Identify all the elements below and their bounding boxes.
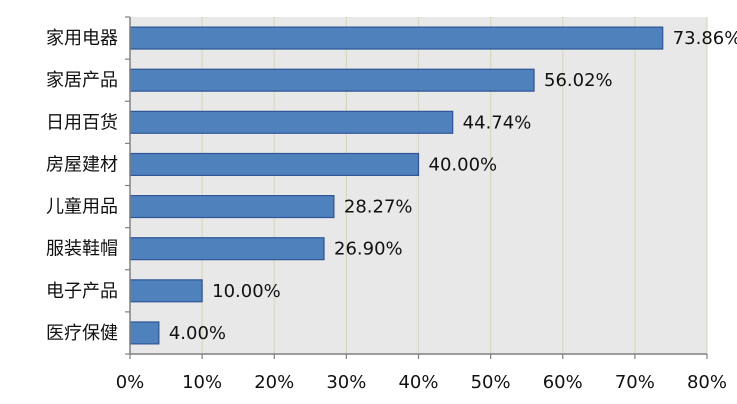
x-tick-label: 80% xyxy=(687,372,727,393)
bar xyxy=(129,152,420,176)
bar xyxy=(129,26,664,50)
category-label: 电子产品 xyxy=(46,281,118,302)
x-tick-label: 40% xyxy=(398,372,438,393)
x-tick-label: 60% xyxy=(543,372,583,393)
bar xyxy=(129,195,335,219)
bar xyxy=(129,110,454,134)
bar xyxy=(129,68,535,92)
bar xyxy=(129,279,203,303)
category-label: 服装鞋帽 xyxy=(46,239,118,260)
category-label: 日用百货 xyxy=(46,112,118,133)
x-tick-label: 10% xyxy=(182,372,222,393)
category-label: 房屋建材 xyxy=(46,154,118,175)
category-label: 儿童用品 xyxy=(46,197,118,218)
category-label: 家用电器 xyxy=(46,28,118,49)
data-label: 73.86% xyxy=(673,28,737,49)
labels: 73.86% 家用电器 56.02% 家居产品 44.74% 日用百货 40.00% 房屋建材… xyxy=(46,28,737,393)
x-tick-label: 0% xyxy=(116,372,145,393)
x-tick-label: 50% xyxy=(471,372,511,393)
x-tick-label: 30% xyxy=(326,372,366,393)
x-tick-label: 20% xyxy=(254,372,294,393)
data-label: 26.90% xyxy=(334,239,403,260)
data-label: 44.74% xyxy=(463,112,532,133)
x-tick-label: 70% xyxy=(615,372,655,393)
category-label: 家居产品 xyxy=(46,70,118,91)
data-label: 56.02% xyxy=(544,70,613,91)
data-label: 40.00% xyxy=(429,154,498,175)
data-label: 28.27% xyxy=(344,197,413,218)
bar xyxy=(129,321,160,345)
category-label: 医疗保健 xyxy=(46,323,118,344)
data-label: 10.00% xyxy=(212,281,281,302)
bar xyxy=(129,237,325,261)
bars xyxy=(129,26,664,345)
axes xyxy=(125,16,708,359)
data-label: 4.00% xyxy=(169,323,226,344)
